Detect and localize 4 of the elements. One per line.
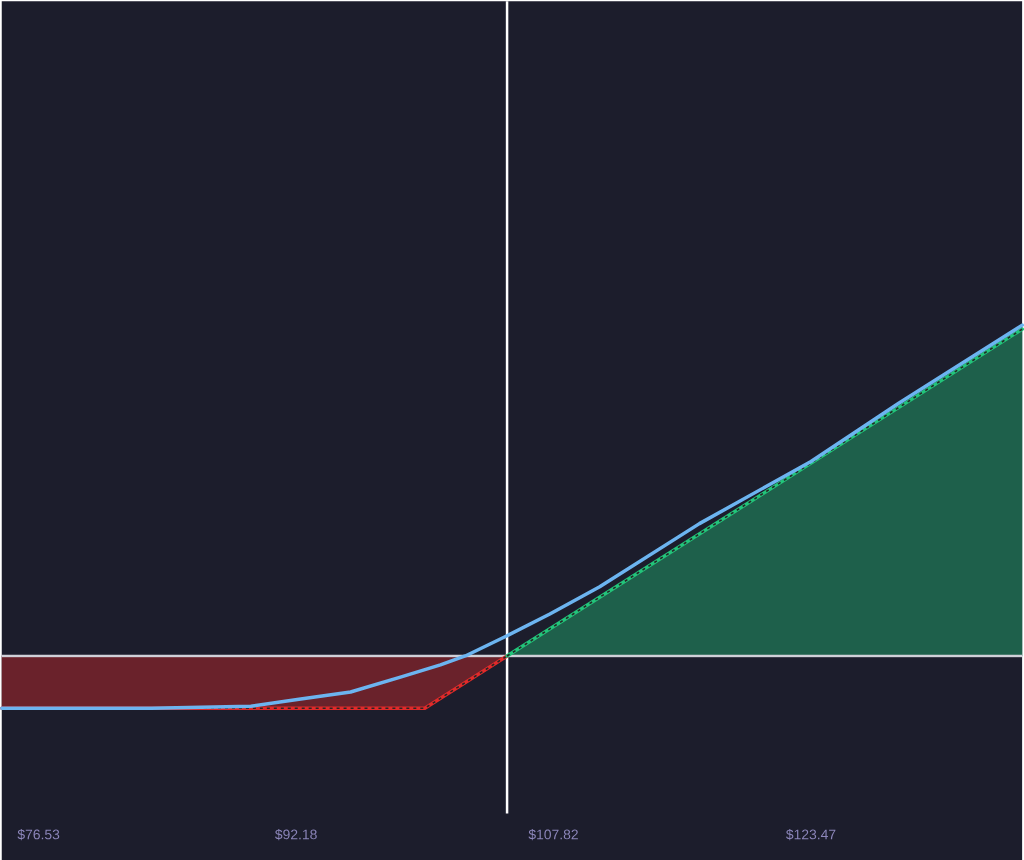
x-tick-label: $92.18 (275, 828, 317, 841)
x-tick-label: $123.47 (786, 828, 836, 841)
x-tick-label: $76.53 (17, 828, 60, 841)
x-tick-label: $107.82 (528, 828, 578, 841)
